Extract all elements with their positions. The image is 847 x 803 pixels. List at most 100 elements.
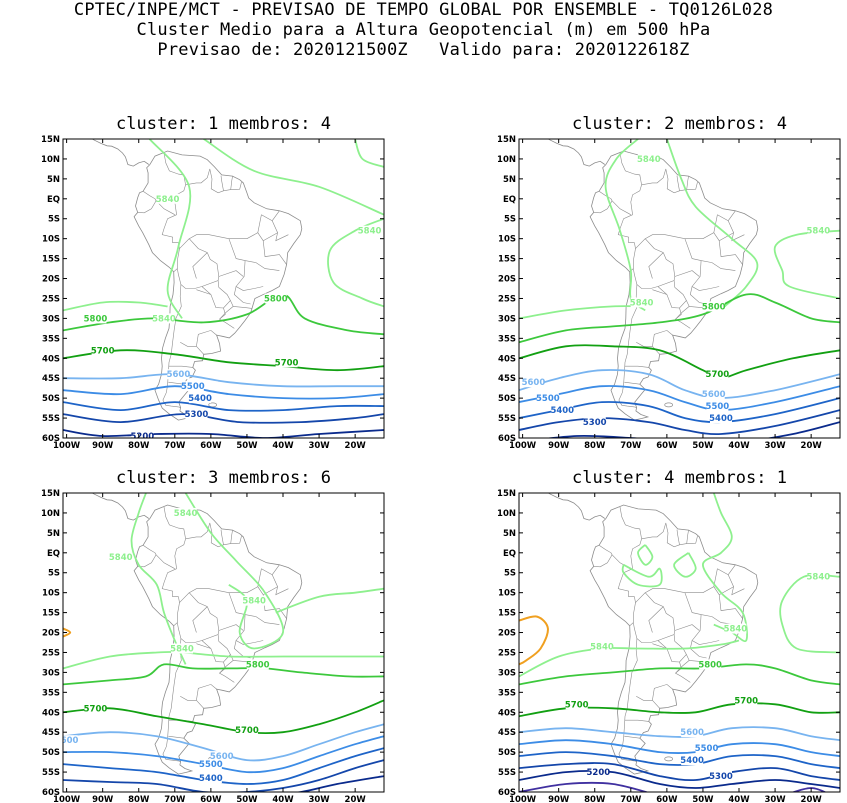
contour-label: 5840	[109, 553, 133, 563]
lon-tick-label: 20W	[801, 795, 823, 803]
lat-tick-label: 5S	[504, 569, 516, 579]
map-panel-1: cluster: 1 membros: 4 5840 5840 5840 5800 580…	[41, 114, 385, 451]
country-border	[652, 684, 673, 709]
map-area: 5840 5840 5840 5800 5700 5600 5600 5500 5500 5400…	[519, 139, 840, 438]
lat-tick-label: 10N	[497, 509, 516, 519]
contour-label: 5800	[698, 660, 722, 670]
lat-tick-label: 15N	[41, 489, 60, 499]
contour-label: 5840	[590, 642, 614, 652]
lon-tick-label: 60W	[200, 795, 222, 803]
contour-label-bg	[91, 345, 114, 356]
contour-label: 5840	[724, 625, 748, 635]
lat-tick-label: 5N	[47, 529, 60, 539]
lat-tick-label: 5S	[48, 215, 60, 225]
contour-label-bg	[210, 751, 233, 762]
country-border	[611, 200, 631, 215]
country-border	[228, 238, 280, 271]
lat-tick-label: 55S	[42, 414, 60, 424]
lat-tick-label: 10S	[42, 589, 60, 599]
contour-5840	[666, 139, 759, 308]
contour-label-bg	[583, 417, 606, 428]
lat-tick-label: EQ	[47, 195, 60, 205]
country-border	[180, 342, 197, 347]
lat-tick-label: 60S	[498, 434, 516, 444]
contour-5840	[63, 300, 168, 312]
central-america-coast	[547, 493, 606, 521]
central-america-coast	[91, 493, 150, 521]
lat-tick-label: 10S	[498, 589, 516, 599]
contour-label-bg	[699, 659, 722, 670]
country-border	[201, 280, 231, 309]
lat-tick-label: 40S	[498, 708, 516, 718]
contour-label-bg	[358, 225, 381, 236]
lat-tick-label: 20S	[42, 629, 60, 639]
country-border	[717, 564, 736, 576]
contour-label-bg	[235, 725, 258, 736]
country-border	[262, 240, 287, 265]
lon-tick-label: 60W	[200, 441, 222, 451]
contour-label: 5840	[807, 573, 831, 583]
contour-5500	[519, 385, 840, 411]
contour-label-bg	[84, 313, 107, 324]
lat-tick-label: 35S	[498, 334, 516, 344]
country-border	[633, 238, 676, 289]
contour-label: 5300	[583, 418, 607, 428]
contour-label: 5840	[630, 298, 654, 308]
contour-label: 5700	[734, 696, 758, 706]
country-border	[196, 643, 211, 649]
country-border	[619, 506, 642, 569]
contour-label: 5840	[358, 227, 382, 237]
country-border	[684, 592, 736, 625]
lon-tick-label: 70W	[164, 441, 186, 451]
contour-label: 5700	[275, 358, 299, 368]
country-border	[233, 286, 251, 305]
country-border	[636, 696, 653, 701]
country-border	[691, 614, 720, 645]
contour-label-bg	[536, 393, 559, 404]
contour-5840	[702, 493, 748, 643]
map-frame	[62, 138, 385, 439]
contour-5840	[673, 552, 697, 578]
lon-tick-label: 30W	[308, 795, 330, 803]
contour-label-bg	[735, 695, 758, 706]
map-frame	[518, 492, 841, 793]
country-border	[218, 270, 244, 277]
country-border	[718, 594, 743, 619]
contour-label-bg	[807, 225, 830, 236]
contour-5700	[63, 349, 384, 372]
lat-tick-label: EQ	[47, 549, 60, 559]
contour-label: 5840	[156, 195, 180, 205]
country-border	[675, 300, 691, 329]
lon-tick-label: 40W	[728, 441, 750, 451]
contour-5300	[63, 413, 384, 424]
contour-label: 5600	[210, 752, 234, 762]
country-border	[717, 210, 736, 222]
subtitle-variable: Cluster Medio para a Altura Geopotencial…	[136, 20, 711, 40]
country-border	[648, 252, 664, 279]
country-border	[619, 152, 642, 215]
country-border	[163, 152, 186, 215]
country-border	[262, 594, 287, 619]
country-border	[676, 529, 680, 545]
lat-tick-label: 5N	[503, 175, 516, 185]
contour-label: 5600	[167, 370, 191, 380]
country-border	[155, 554, 175, 569]
country-border	[192, 252, 208, 279]
country-border	[137, 544, 157, 568]
lon-tick-label: 100W	[53, 441, 81, 451]
contour-5700	[63, 699, 384, 735]
country-border	[684, 238, 736, 271]
country-border	[652, 643, 667, 649]
falkland-islands	[664, 756, 674, 762]
contour-label: 5200	[587, 768, 611, 778]
country-border	[177, 238, 220, 289]
country-border	[233, 640, 251, 659]
contour-label-bg	[264, 293, 287, 304]
contour-label-bg	[681, 755, 704, 766]
lat-tick-label: 40S	[42, 708, 60, 718]
contour-label-bg	[199, 773, 222, 784]
contour-label-bg	[709, 413, 732, 424]
central-america-coast	[547, 139, 606, 167]
contour-5200	[544, 421, 840, 438]
contour-label-bg	[181, 381, 204, 392]
